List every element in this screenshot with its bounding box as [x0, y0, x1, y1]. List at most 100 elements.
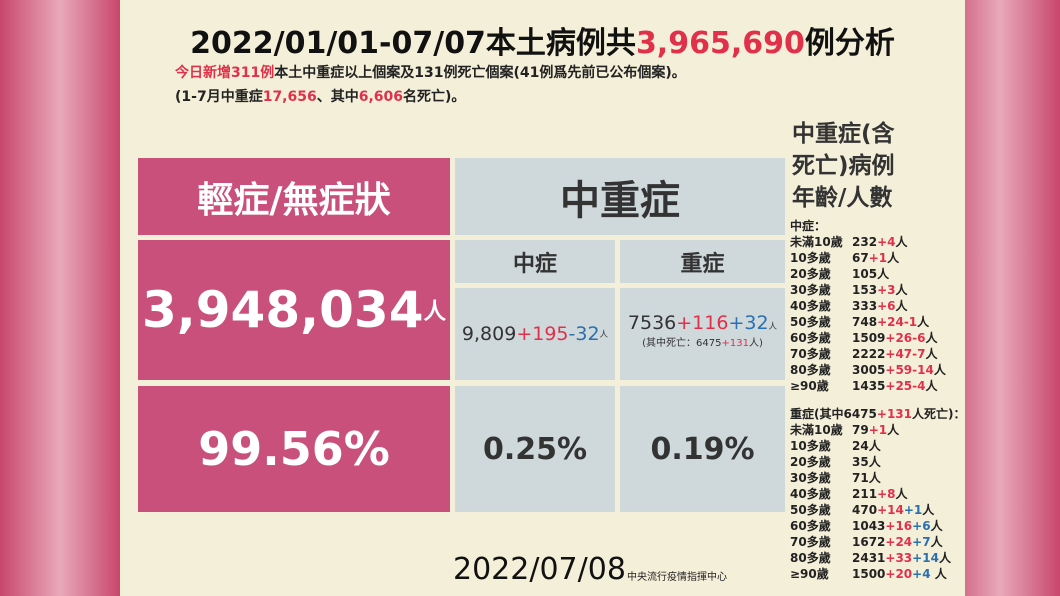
date: 2022/07/08: [453, 552, 626, 587]
text-run: +20: [885, 567, 913, 581]
list-row: 80多歲 2431+33+14人: [790, 550, 966, 566]
text-run: (1-7月中重症: [175, 89, 263, 105]
text-run: 748: [852, 315, 878, 329]
text-run: 今日新增311例: [175, 65, 275, 81]
text-run: 人: [925, 331, 938, 345]
count: 105人: [852, 267, 889, 281]
age: 60多歲: [790, 331, 831, 345]
count: 1500+20+4 人: [852, 567, 947, 581]
list-row: 50多歲 470+14+1人: [790, 502, 966, 518]
moderate-list: 中症： 未滿10歲 232+4人 10多歲 67+1人 20多歲 105人 30多歲 153+…: [790, 218, 946, 394]
text-run: +3: [877, 283, 896, 297]
count: 1043+16+6人: [852, 519, 943, 533]
text-run: 、其中: [316, 89, 359, 105]
list-row: 70多歲 2222+47-7人: [790, 346, 946, 362]
text-run: 232: [852, 235, 878, 249]
list-row: 30多歲 71人: [790, 470, 966, 486]
count: 3005+59-14人: [852, 363, 946, 377]
count: 71人: [852, 471, 881, 485]
list-row: 60多歲 1043+16+6人: [790, 518, 966, 534]
text-run: 2022/01/01-07/07本土病例共: [190, 26, 636, 61]
count: 1435+25-4人: [852, 379, 938, 393]
count: 2222+47-7人: [852, 347, 938, 361]
text-run: +6: [877, 299, 896, 313]
text-run: +24: [885, 535, 913, 549]
list-row: 10多歲 67+1人: [790, 250, 946, 266]
text-run: 人: [599, 330, 609, 340]
text-run: 333: [852, 299, 878, 313]
age: 80多歲: [790, 551, 831, 565]
age: 10多歲: [790, 251, 831, 265]
note: (1-7月中重症17,656、其中6,606名死亡)。: [175, 86, 465, 106]
source: 中央流行疫情指揮中心: [627, 572, 727, 583]
age: 50多歲: [790, 315, 831, 329]
count: 153+3人: [852, 283, 907, 297]
count: 470+14+1人: [852, 503, 934, 517]
text-run: 3,965,690: [635, 26, 805, 61]
list-row: 40多歲 211+8人: [790, 486, 966, 502]
moderate-header: 中症: [455, 240, 615, 283]
panel: 2022/01/01-07/07本土病例共3,965,690例分析 今日新增31…: [120, 0, 966, 596]
list-row: 70多歲 1672+24+7人: [790, 534, 966, 550]
text-run: 人: [895, 299, 908, 313]
text-run: 人死亡)：: [912, 407, 966, 421]
text-run: 本土中重症以上個案及131例死亡個案(41例爲先前已公布個案)。: [274, 65, 686, 81]
text-run: 1435: [852, 379, 886, 393]
moderate-pct: 0.25%: [455, 386, 615, 512]
list-label: 中症：: [790, 218, 946, 234]
text-run: +24-1: [877, 315, 918, 329]
list-row: 40多歲 333+6人: [790, 298, 946, 314]
text-run: 211: [852, 487, 878, 501]
text-run: 人: [768, 321, 778, 332]
text-run: +1: [868, 251, 888, 265]
count: 748+24-1人: [852, 315, 929, 329]
text-run: 人: [925, 379, 938, 393]
count: 35人: [852, 455, 881, 469]
list-row: 60多歲 1509+26-6人: [790, 330, 946, 346]
age: 10多歲: [790, 439, 831, 453]
list-row: 未滿10歲 232+4人: [790, 234, 946, 250]
count: 67+1人: [852, 251, 899, 265]
text-run: +47-7: [885, 347, 926, 361]
text-run: 人: [922, 503, 935, 517]
age: 40多歲: [790, 299, 831, 313]
count: 333+6人: [852, 299, 907, 313]
text-run: 2222: [852, 347, 886, 361]
text-run: 9,809: [461, 323, 517, 345]
severe-header: 中重症: [455, 158, 785, 235]
text-run: 人: [933, 363, 946, 377]
title: 2022/01/01-07/07本土病例共3,965,690例分析: [120, 18, 965, 62]
age: 未滿10歲: [790, 423, 843, 437]
text-run: 105: [852, 267, 878, 281]
text-run: +131: [876, 407, 912, 421]
text-run: 67: [852, 251, 869, 265]
text-run: 人: [925, 347, 938, 361]
text-run: +14: [912, 551, 939, 565]
text-run: +1: [903, 503, 923, 517]
count: 79+1人: [852, 423, 899, 437]
text-run: +7: [912, 535, 931, 549]
text-run: +26-6: [885, 331, 926, 345]
text-run: 2431: [852, 551, 886, 565]
text-run: +59-14: [885, 363, 934, 377]
critical-cell: 7536+116+32人 (其中死亡：6475+131人): [620, 288, 785, 380]
list-row: ≥90歲 1500+20+4 人: [790, 566, 966, 582]
text-run: +16: [885, 519, 913, 533]
text-run: 人: [887, 423, 900, 437]
list-row: ≥90歲 1435+25-4人: [790, 378, 946, 394]
age: 80多歲: [790, 363, 831, 377]
text-run: 人: [887, 251, 900, 265]
list-row: 50多歲 748+24-1人: [790, 314, 946, 330]
critical-pct: 0.19%: [620, 386, 785, 512]
text-run: 1500: [852, 567, 886, 581]
text-run: +131: [721, 337, 749, 349]
critical-header: 重症: [620, 240, 785, 283]
moderate-count: 9,809 +195 -32 人: [455, 288, 615, 380]
text-run: 24人: [852, 439, 881, 453]
text-run: 71人: [852, 471, 881, 485]
text-run: +4: [912, 567, 931, 581]
count: 24人: [852, 439, 881, 453]
age: 60多歲: [790, 519, 831, 533]
age: ≥90歲: [790, 379, 829, 393]
